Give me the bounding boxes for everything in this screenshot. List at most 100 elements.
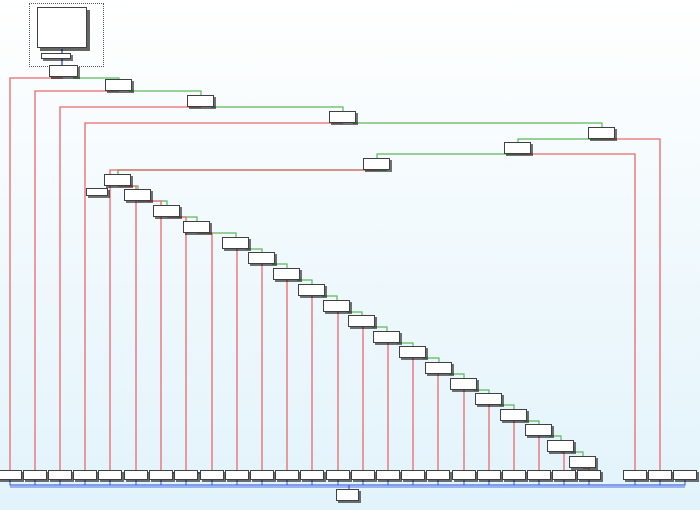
edge-not-taken [59,106,201,472]
case-block[interactable] [48,470,72,480]
edge-merge [348,480,364,489]
edge-not-taken [561,451,565,472]
case-block[interactable] [225,470,249,480]
case-block[interactable] [552,470,576,480]
edge-merge [311,480,350,489]
edge-merge [348,480,661,489]
case-block[interactable] [275,470,299,480]
case-block[interactable] [98,470,122,480]
edge-merge [109,480,350,489]
case-block[interactable] [326,470,350,480]
dispatch-block[interactable] [298,284,325,296]
case-block[interactable] [351,470,375,480]
dispatch-block[interactable] [187,95,214,107]
exit-block[interactable] [336,489,359,501]
edge-not-taken [9,77,63,472]
dispatch-block[interactable] [273,268,300,280]
edge-merge [348,480,414,489]
dispatch-block[interactable] [373,331,400,343]
dispatch-block[interactable] [525,424,552,436]
edge-not-taken [518,153,636,472]
dispatch-block[interactable] [500,409,527,421]
edge-merge [286,480,350,489]
edge-merge [211,480,350,489]
edge-taken [117,169,387,180]
edge-merge [160,480,350,489]
dispatch-block[interactable] [363,158,390,170]
edge-not-taken [84,122,343,472]
case-block[interactable] [401,470,425,480]
case-block[interactable] [174,470,198,480]
edge-merge [185,480,350,489]
block[interactable] [86,188,108,196]
dispatch-block[interactable] [329,111,356,123]
dispatch-block[interactable] [569,456,596,468]
edge-merge [348,480,636,489]
edge-not-taken [109,169,377,472]
edge-merge [348,480,590,489]
case-block[interactable] [250,470,274,480]
case-block[interactable] [23,470,47,480]
edge-merge [84,480,350,489]
dispatch-block[interactable] [588,127,615,139]
case-block[interactable] [376,470,400,480]
edge-not-taken [138,200,162,472]
edge-merge [348,480,465,489]
edge-merge [348,480,389,489]
edge-merge [59,480,350,489]
dispatch-block[interactable] [105,79,132,91]
edge-not-taken [437,373,439,472]
dispatch-block[interactable] [183,221,210,233]
entry-block[interactable] [37,7,87,48]
block[interactable] [41,53,71,59]
edge-merge [337,480,350,489]
dispatch-block[interactable] [222,237,249,249]
edge-merge [135,480,350,489]
dispatch-block[interactable] [248,252,275,264]
edge-merge [348,480,565,489]
edge-merge [34,480,350,489]
dispatch-block[interactable] [323,300,350,312]
dispatch-block[interactable] [348,315,375,327]
edge-taken [376,153,528,164]
dispatch-block[interactable] [153,205,180,217]
edge-not-taken [236,248,238,472]
edge-not-taken [337,311,339,472]
case-block[interactable] [673,470,697,480]
case-block[interactable] [426,470,450,480]
case-block[interactable] [502,470,526,480]
case-block[interactable] [477,470,501,480]
case-block[interactable] [527,470,551,480]
edge-merge [236,480,350,489]
case-block[interactable] [623,470,647,480]
case-block[interactable] [200,470,224,480]
dispatch-block[interactable] [450,378,477,390]
case-block[interactable] [0,470,22,480]
case-block[interactable] [300,470,324,480]
case-block[interactable] [577,470,601,480]
case-block[interactable] [124,470,148,480]
case-block[interactable] [452,470,476,480]
dispatch-block[interactable] [475,393,502,405]
edge-merge [9,480,350,489]
case-block[interactable] [149,470,173,480]
edge-not-taken [387,342,389,472]
dispatch-block[interactable] [425,362,452,374]
case-block[interactable] [648,470,672,480]
dispatch-block[interactable] [104,174,131,186]
edge-taken [117,169,387,180]
dispatch-block[interactable] [49,65,78,77]
edge-taken [517,138,612,148]
dispatch-block[interactable] [547,440,574,452]
edge-merge [348,480,439,489]
dispatch-block[interactable] [504,142,531,154]
case-block[interactable] [73,470,97,480]
dispatch-block[interactable] [124,189,151,201]
edge-merge [348,480,540,489]
edge-not-taken [118,185,137,472]
dispatch-block[interactable] [399,346,426,358]
edge-not-taken [602,138,661,472]
edge-taken [353,122,603,133]
